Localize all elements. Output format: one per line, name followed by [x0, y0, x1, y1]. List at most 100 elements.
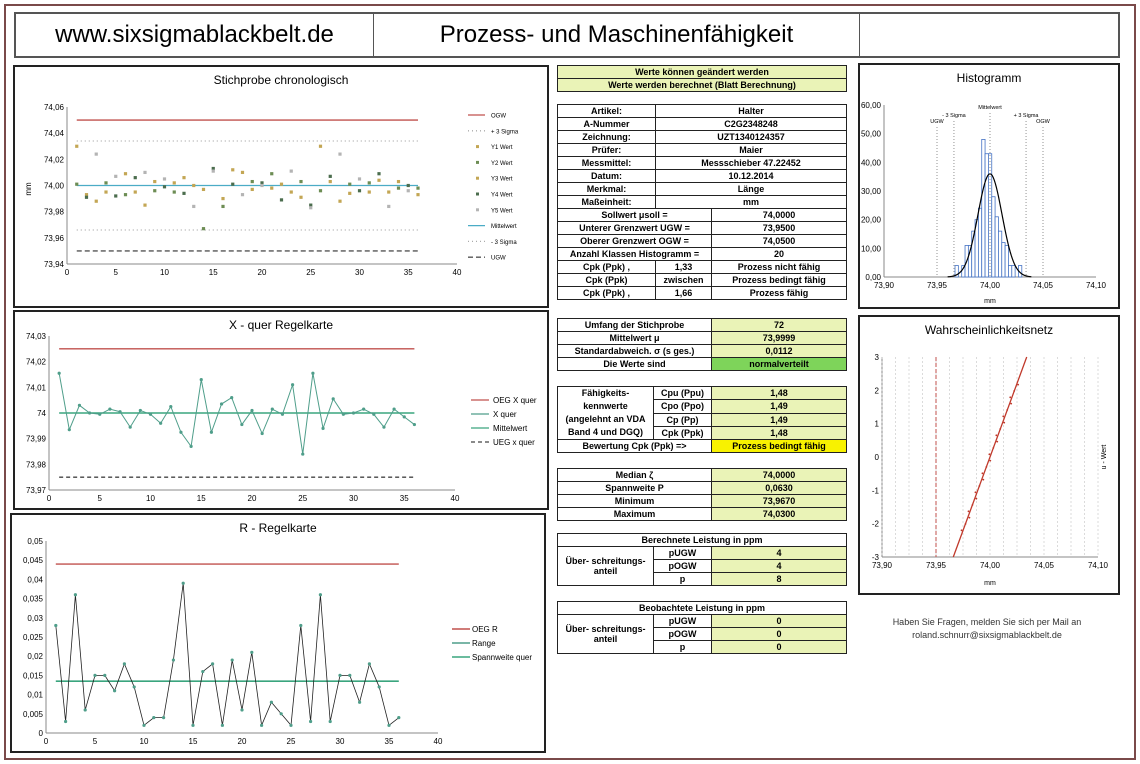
data-point: [192, 204, 196, 209]
histogram-bar: [1008, 265, 1013, 278]
site-url[interactable]: www.sixsigmablackbelt.de: [16, 14, 374, 56]
y-tick-label: 0,00: [865, 273, 881, 282]
data-point: [231, 168, 235, 172]
label: pOGW: [653, 627, 712, 641]
range-point: [64, 719, 68, 724]
x-tick-label: 74,00: [980, 561, 1001, 570]
messmittel-value[interactable]: Messschieber 47.22452: [655, 156, 847, 170]
ugw-value[interactable]: 73,9500: [711, 221, 847, 235]
legend-label: UGW: [491, 256, 506, 262]
legend-marker: [476, 145, 479, 149]
table-row: Spannweite P 0,0630: [557, 481, 847, 495]
label: Messmittel:: [557, 156, 656, 170]
table-row: Über- schreitungs- anteil pUGW 4: [557, 546, 847, 586]
contact-email-link[interactable]: roland.schnurr@sixsigmablackbelt.de: [912, 630, 1062, 640]
xbar-chart: 0 5 10 15 20 25 30 35 40 73,97 73,98 73,99 74 74,01 74…: [26, 332, 537, 503]
table-row: A-Nummer C2G2348248: [557, 117, 847, 131]
y-tick-label: 0,025: [23, 633, 44, 642]
data-point: [416, 186, 420, 190]
x-tick-label: 0: [65, 268, 70, 277]
probability-point: [1006, 409, 1009, 411]
datum-value[interactable]: 10.12.2014: [655, 169, 847, 183]
legend-label: Range: [472, 639, 496, 648]
xbar-point: [108, 407, 112, 411]
label: Cpk (Ppk): [557, 273, 656, 287]
probability-chart: 73,90 73,95 74,00 74,05 74,10 -3 -2 -1 0 1 2 3 mm u -…: [872, 353, 1109, 587]
data-point: [133, 190, 137, 194]
cpk-threshold-high[interactable]: 1,66: [655, 286, 712, 300]
merkmal-value[interactable]: Länge: [655, 182, 847, 196]
y-tick-label: 0,015: [23, 671, 44, 680]
table-row: Maßeinheit: mm: [557, 195, 847, 209]
klassen-value[interactable]: 20: [711, 247, 847, 261]
y-tick-label: 74,04: [44, 129, 65, 138]
xbar-point: [128, 425, 132, 429]
data-point: [162, 177, 167, 181]
range-point: [318, 593, 322, 597]
cpk-threshold-low[interactable]: 1,33: [655, 260, 712, 274]
xbar-point: [159, 421, 163, 425]
y-tick-label: 0,035: [23, 595, 44, 604]
range-point: [142, 723, 146, 727]
data-point: [192, 183, 196, 188]
table-row: Datum: 10.12.2014: [557, 169, 847, 183]
zeichnung-value[interactable]: UZT1340124357: [655, 130, 847, 144]
table-row: Beobachtete Leistung in ppm: [557, 601, 847, 615]
range-point: [162, 716, 166, 720]
pruefer-value[interactable]: Maier: [655, 143, 847, 157]
histogram-bar: [1001, 242, 1006, 278]
y-tick-label: -1: [872, 486, 880, 495]
table-row: Maximum 74,0300: [557, 507, 847, 521]
range-point: [220, 723, 224, 727]
masseinheit-value[interactable]: mm: [655, 195, 847, 209]
data-point: [338, 199, 342, 203]
probability-point: [995, 434, 998, 437]
y-tick-label: 73,98: [44, 208, 65, 217]
label: Zeichnung:: [557, 130, 656, 144]
cpo-value: 1,49: [711, 399, 847, 414]
legend-marker: [476, 176, 479, 180]
data-point: [270, 172, 274, 176]
xbar-point: [199, 378, 203, 382]
minimum-value: 73,9670: [711, 494, 847, 508]
cpk-text: Prozess nicht fähig: [711, 260, 847, 274]
data-point: [153, 189, 157, 193]
contact-line: Haben Sie Fragen, melden Sie sich per Ma…: [892, 617, 1082, 627]
histogram-bar: [994, 216, 999, 278]
histogram-bar: [977, 207, 983, 278]
data-point: [309, 206, 313, 210]
data-point: [299, 195, 303, 199]
y-tick-label: 74,02: [26, 358, 47, 367]
range-point: [132, 685, 136, 689]
label: Maximum: [557, 507, 712, 521]
data-point: [211, 169, 215, 173]
xbar-series-line: [58, 373, 415, 455]
probability-point: [1003, 421, 1006, 424]
y-tick-label: 73,96: [44, 234, 65, 243]
artikel-value[interactable]: Halter: [655, 104, 847, 118]
label: pUGW: [653, 614, 712, 628]
probability-point: [982, 478, 985, 481]
label: p: [653, 572, 712, 586]
label: p: [653, 640, 712, 654]
obs-ppm-title: Beobachtete Leistung in ppm: [557, 601, 847, 615]
legend-label: OGW: [491, 114, 506, 120]
a-nummer-value[interactable]: C2G2348248: [655, 117, 847, 131]
xbar-point: [392, 407, 396, 411]
x-tick-label: 15: [209, 268, 218, 277]
range-point: [397, 716, 401, 720]
calc-ppm-label: Über- schreitungs- anteil: [557, 546, 654, 586]
chrono-chart-panel: Stichprobe chronologisch 0 5 10 15 20 25 30 35 4…: [13, 65, 549, 308]
table-row: Die Werte sind normalverteilt: [557, 357, 847, 371]
y-tick-label: 73,97: [26, 486, 47, 495]
table-row: Anzahl Klassen Histogramm = 20: [557, 247, 847, 261]
x-tick-label: 0: [44, 737, 49, 746]
maximum-value: 74,0300: [711, 507, 847, 521]
x-tick-label: 25: [298, 494, 307, 503]
y-tick-label: 20,00: [861, 216, 882, 225]
data-point: [357, 189, 362, 193]
ogw-value[interactable]: 74,0500: [711, 234, 847, 248]
probability-point: [975, 497, 978, 500]
sollwert-value[interactable]: 74,0000: [711, 208, 847, 222]
chrono-chart-title: Stichprobe chronologisch: [213, 73, 349, 87]
